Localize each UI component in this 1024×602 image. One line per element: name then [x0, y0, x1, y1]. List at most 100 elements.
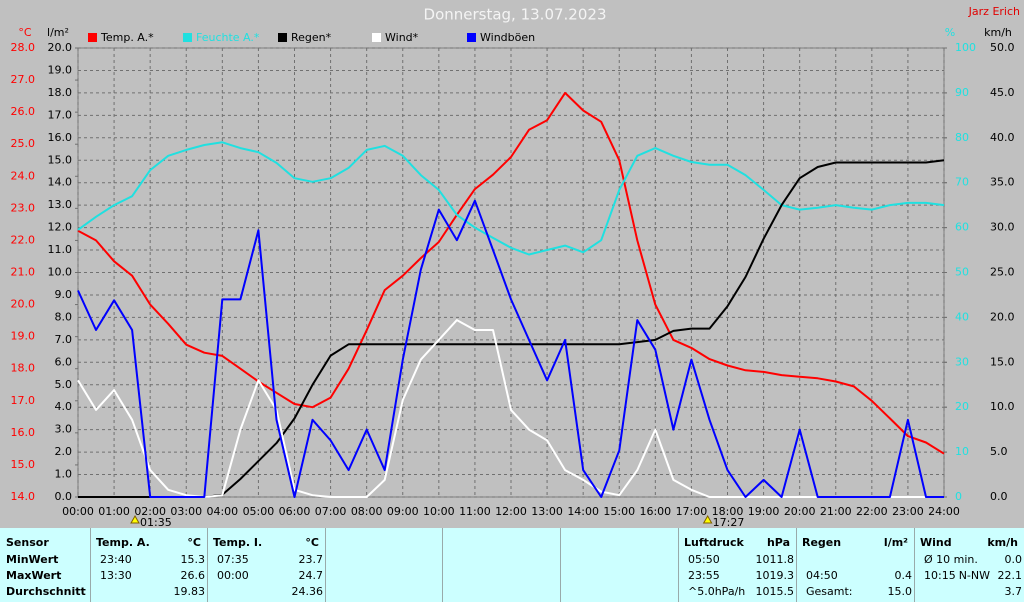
y-tick-label: 21.0: [11, 266, 36, 279]
y-tick-label: 17.0: [48, 108, 73, 121]
x-tick-label: 03:00: [170, 505, 202, 518]
annotation: 01:35: [140, 516, 172, 528]
cell-label: N-NW: [958, 569, 990, 582]
y-tick-label: 90: [955, 86, 969, 99]
cell-label: 10:15: [924, 569, 956, 582]
x-tick-label: 10:00: [423, 505, 455, 518]
cell-label: 05:50: [688, 553, 720, 566]
column-separator: [678, 528, 679, 602]
x-tick-label: 12:00: [495, 505, 527, 518]
x-tick-label: 15:00: [603, 505, 635, 518]
legend-label: Feuchte A.*: [196, 31, 260, 44]
y4-axis-title: km/h: [984, 26, 1012, 39]
x-tick-label: 01:00: [98, 505, 130, 518]
panel-title: Regen: [802, 536, 842, 549]
y-tick-label: 25.0: [990, 266, 1015, 279]
chart: Donnerstag, 13.07.2023 Jarz Erich °C l/m…: [11, 5, 1021, 528]
y-tick-label: 30: [955, 355, 969, 368]
legend-label: Regen*: [291, 31, 332, 44]
y-tick-label: 7.0: [55, 333, 73, 346]
y-tick-label: 15.0: [990, 355, 1015, 368]
cell-value: 24.36: [291, 585, 324, 598]
y-tick-label: 10.0: [48, 266, 73, 279]
y-tick-label: 20.0: [11, 298, 36, 311]
y-tick-label: 16.0: [48, 131, 73, 144]
y3-axis-title: %: [945, 26, 955, 39]
panel-title: Wind: [920, 536, 952, 549]
y-tick-label: 20.0: [48, 41, 73, 54]
y-tick-label: 18.0: [48, 86, 73, 99]
row-label: Sensor: [6, 536, 49, 549]
cell-value: 0.4: [894, 569, 913, 582]
cell-label: 23:55: [688, 569, 720, 582]
y-tick-label: 13.0: [48, 198, 73, 211]
series-line: [77, 319, 944, 498]
y-tick-label: 30.0: [990, 221, 1015, 234]
y-tick-label: 19.0: [48, 63, 73, 76]
author: Jarz Erich: [968, 5, 1020, 18]
y-tick-label: 14.0: [11, 490, 36, 503]
y-tick-label: 100: [955, 41, 976, 54]
y-tick-label: 0: [955, 490, 962, 503]
cell-label: 00:00: [217, 569, 249, 582]
y-tick-label: 70: [955, 176, 969, 189]
row-label: MaxWert: [6, 569, 62, 582]
y-tick-label: 10: [955, 445, 969, 458]
column-separator: [442, 528, 443, 602]
cell-value: 0.0: [1004, 553, 1023, 566]
y-tick-label: 10.0: [990, 400, 1015, 413]
cell-label: Ø 10 min.: [924, 553, 978, 566]
cell-label: 13:30: [100, 569, 132, 582]
x-tick-label: 20:00: [784, 505, 816, 518]
series-line: [77, 141, 945, 256]
y-tick-label: 9.0: [55, 288, 73, 301]
y-tick-label: 5.0: [55, 378, 73, 391]
legend-label: Temp. A.*: [100, 31, 154, 44]
y2-axis-title: l/m²: [47, 26, 69, 39]
y-tick-label: 20.0: [990, 310, 1015, 323]
y-tick-label: 11.0: [48, 243, 73, 256]
x-tick-label: 13:00: [531, 505, 563, 518]
cell-value: 3.7: [1004, 585, 1023, 598]
x-tick-label: 02:00: [134, 505, 166, 518]
cell-value: 23.7: [298, 553, 324, 566]
series-line: [77, 91, 945, 455]
y-tick-label: 24.0: [11, 169, 36, 182]
y-tick-label: 26.0: [11, 105, 36, 118]
y-tick-label: 3.0: [55, 423, 73, 436]
cell-label: ^5.0hPa/h: [688, 585, 746, 598]
y-axis-title: °C: [18, 26, 32, 39]
y-tick-label: 20: [955, 400, 969, 413]
y-tick-label: 5.0: [990, 445, 1008, 458]
y-tick-label: 60: [955, 221, 969, 234]
y-tick-label: 17.0: [11, 394, 36, 407]
x-tick-label: 11:00: [459, 505, 491, 518]
y-tick-label: 35.0: [990, 176, 1015, 189]
x-tick-label: 17:00: [676, 505, 708, 518]
panel-unit: °C: [305, 536, 319, 549]
y-tick-label: 50.0: [990, 41, 1015, 54]
y-tick-label: 0.0: [55, 490, 73, 503]
cell-value: 19.83: [173, 585, 206, 598]
legend-swatch: [372, 33, 381, 42]
x-tick-label: 16:00: [639, 505, 671, 518]
panel-title: Luftdruck: [684, 536, 744, 549]
x-tick-label: 19:00: [748, 505, 780, 518]
y-tick-label: 15.0: [48, 153, 73, 166]
y-tick-label: 40: [955, 310, 969, 323]
y-tick-label: 22.0: [11, 233, 36, 246]
x-tick-label: 00:00: [62, 505, 94, 518]
y-tick-label: 4.0: [55, 400, 73, 413]
legend-swatch: [278, 33, 287, 42]
y-tick-label: 27.0: [11, 73, 36, 86]
cell-value: 24.7: [298, 569, 324, 582]
x-tick-label: 23:00: [892, 505, 924, 518]
cell-value: 22.1: [997, 569, 1023, 582]
x-tick-label: 21:00: [820, 505, 852, 518]
cell-label: 07:35: [217, 553, 249, 566]
y-tick-label: 28.0: [11, 41, 36, 54]
panel-unit: °C: [187, 536, 201, 549]
column-separator: [325, 528, 326, 602]
cell-label: Gesamt:: [806, 585, 853, 598]
column-separator: [796, 528, 797, 602]
